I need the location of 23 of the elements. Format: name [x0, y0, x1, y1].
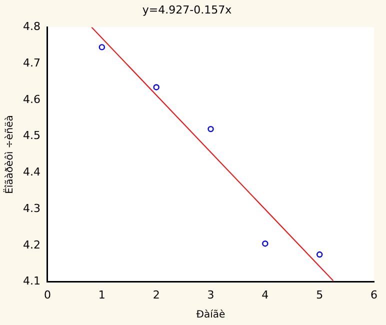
chart-title: y=4.927-0.157x — [142, 3, 232, 16]
point — [208, 126, 214, 132]
y-tick-label: 4.1 — [22, 274, 40, 288]
x-tick-label: 3 — [207, 288, 214, 302]
x-tick-label: 6 — [370, 288, 378, 302]
x-tick-label: 1 — [98, 288, 106, 302]
x-tick-label: 4 — [262, 288, 269, 302]
x-tick-label: 5 — [316, 288, 324, 302]
point — [262, 240, 268, 247]
point — [98, 44, 106, 50]
x-tick-label: 0 — [44, 288, 51, 302]
x-tick-label: 2 — [152, 288, 160, 302]
y-tick-label: 4.3 — [22, 202, 40, 215]
y-tick-label: 4.2 — [22, 238, 40, 252]
y-tick-label: 4.6 — [22, 92, 40, 106]
y-tick-label: 4.5 — [22, 129, 40, 142]
point — [316, 251, 323, 258]
point — [153, 84, 160, 90]
y-tick-label: 4.4 — [22, 166, 40, 179]
x-axis-title: Ðàíãè — [196, 310, 226, 321]
y-tick-label: 4.7 — [22, 56, 40, 70]
y-axis-title: Ëîãàðèôì ÷èñëà — [2, 115, 16, 194]
y-tick-label: 4.8 — [22, 20, 40, 34]
